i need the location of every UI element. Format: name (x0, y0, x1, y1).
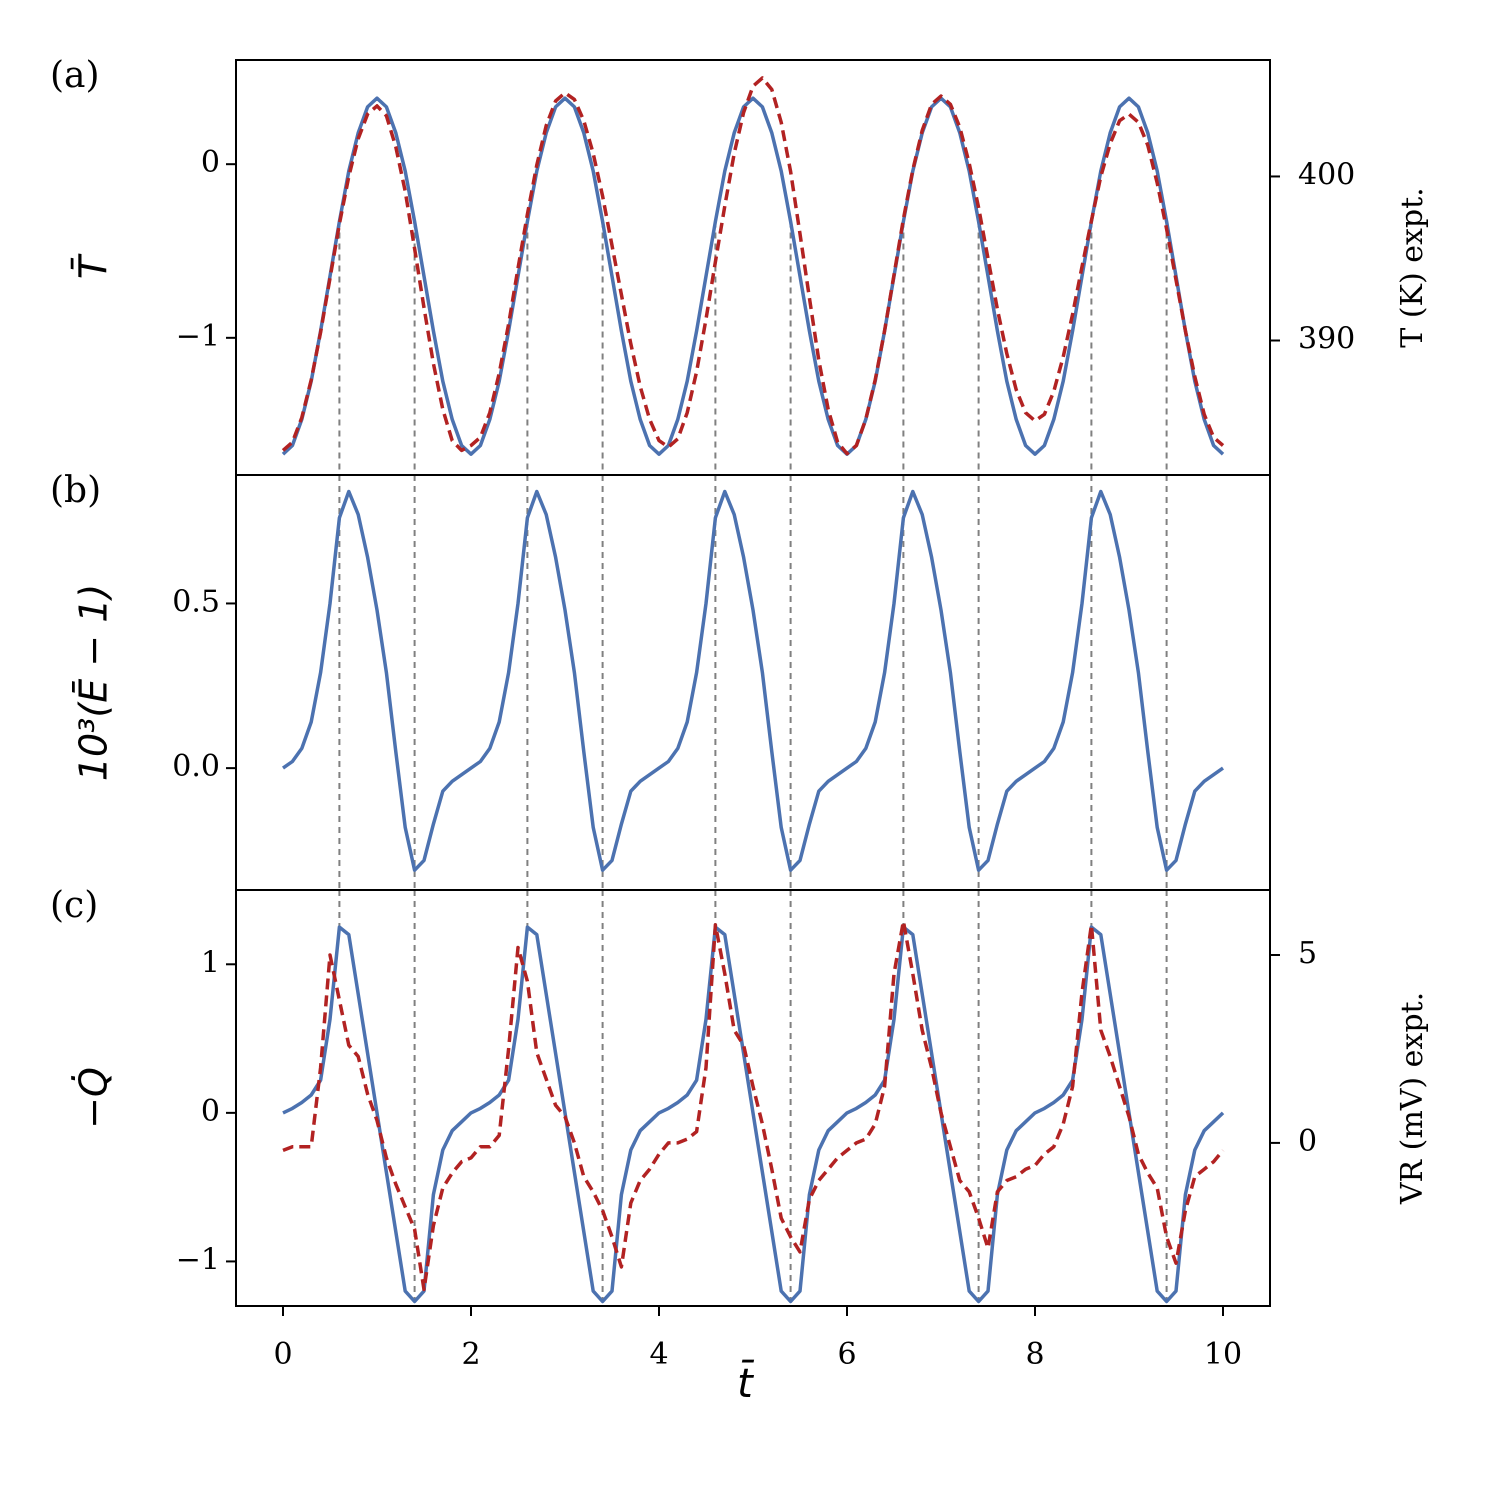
y2-tick-label: 390 (1298, 321, 1355, 356)
x-tick-label: 4 (649, 1337, 668, 1372)
y2-axis-label: T (K) expt. (1395, 187, 1430, 347)
data-line (282, 919, 1225, 1292)
y-axis-label: T̄ (72, 253, 116, 279)
y-axis-label: 10³(Ē − 1) (72, 584, 116, 781)
y2-tick-label: 0 (1298, 1124, 1317, 1159)
data-line (282, 925, 1225, 1304)
panel-label: (b) (50, 470, 101, 511)
x-tick-label: 10 (1204, 1337, 1242, 1372)
x-tick-label: 8 (1025, 1337, 1044, 1372)
y2-tick-label: 400 (1298, 157, 1355, 192)
y-tick-label: 0.0 (172, 749, 220, 784)
x-tick-label: 0 (273, 1337, 292, 1372)
panel-label: (c) (50, 885, 98, 926)
y-tick-label: 1 (201, 945, 220, 980)
data-line (281, 76, 1225, 456)
y-axis-label: −Q̇ (72, 1067, 116, 1129)
y-tick-label: −1 (176, 1242, 220, 1277)
data-line (281, 489, 1225, 872)
y2-axis-label: VR (mV) expt. (1395, 992, 1430, 1205)
panel-label: (a) (50, 55, 100, 96)
y-tick-label: −1 (176, 319, 220, 354)
y-tick-label: 0 (201, 1094, 220, 1129)
y-tick-label: 0 (201, 145, 220, 180)
data-line (281, 96, 1225, 456)
x-axis-label: t̄ (737, 1359, 754, 1407)
y-tick-label: 0.5 (172, 584, 220, 619)
y2-tick-label: 5 (1298, 936, 1317, 971)
x-tick-label: 2 (461, 1337, 480, 1372)
axes-frame (235, 889, 1271, 1307)
x-tick-label: 6 (837, 1337, 856, 1372)
